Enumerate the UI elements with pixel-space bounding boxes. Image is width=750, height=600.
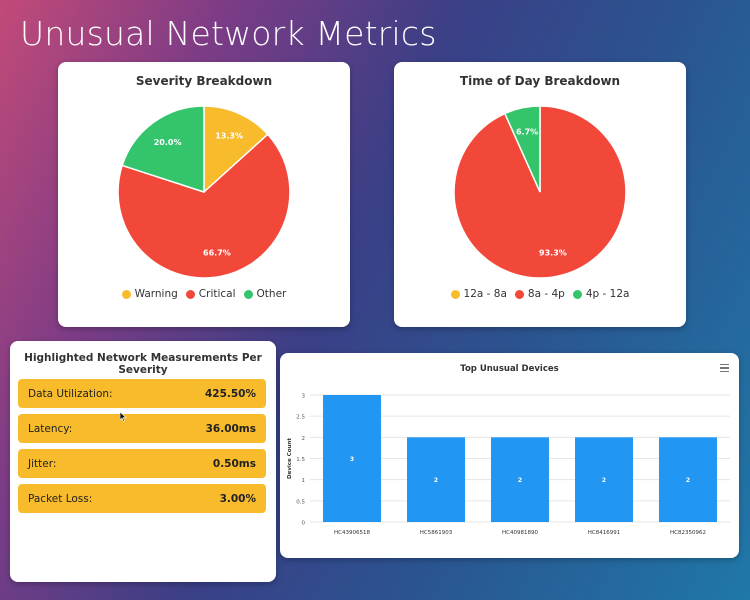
y-tick-label: 1 <box>302 478 306 484</box>
severity-slice-other[interactable] <box>121 105 205 194</box>
bar-data-label: 2 <box>518 477 522 484</box>
chart-menu-icon[interactable] <box>720 364 729 372</box>
legend-item[interactable]: 4p - 12a <box>572 288 630 300</box>
measurement-row-jitter: Jitter: 0.50ms <box>18 449 266 478</box>
legend-item[interactable]: 12a - 8a <box>450 288 507 300</box>
bar-hc43906518[interactable] <box>323 395 381 522</box>
measurement-value: 36.00ms <box>205 422 256 435</box>
severity-data-label: 20.0% <box>154 138 182 147</box>
bar-hc40981890[interactable] <box>491 437 549 522</box>
page-title: Unusual Network Metrics <box>20 14 437 53</box>
legend-marker <box>572 289 582 299</box>
top-devices-bar-chart: 0 0.5 1 1.5 2 2.5 3 Device Count 3 HC43906518 2 HC5… <box>287 394 730 536</box>
measurement-value: 3.00% <box>219 492 256 505</box>
severity-data-label: 13.3% <box>215 131 243 140</box>
legend-item[interactable]: Warning <box>121 288 178 300</box>
legend-label: 12a - 8a <box>463 288 507 300</box>
measurement-row-data-utilization: Data Utilization: 425.50% <box>18 379 266 408</box>
severity-pie-chart: 13.3% 66.7% 20.0% <box>117 105 291 279</box>
top-unusual-devices-card: Top Unusual Devices 0 0.5 1 1.5 2 2.5 3 Device … <box>280 353 739 558</box>
y-axis-label: Device Count <box>287 438 293 479</box>
y-tick-label: 1.5 <box>296 457 305 463</box>
legend-marker <box>121 289 131 299</box>
mouse-cursor-icon <box>120 412 127 422</box>
bar-hc82350962[interactable] <box>659 437 717 522</box>
y-tick-label: 2.5 <box>296 415 305 421</box>
bar-data-label: 3 <box>350 456 354 463</box>
x-tick-label: HC43906518 <box>334 530 370 536</box>
legend-label: Other <box>256 288 287 300</box>
y-tick-label: 3 <box>302 394 306 400</box>
bar-hc8416991[interactable] <box>575 437 633 522</box>
time-of-day-title: Time of Day Breakdown <box>459 74 621 88</box>
network-measurements-title: Highlighted Network Measurements Per Sev… <box>24 352 262 376</box>
measurement-label: Packet Loss: <box>28 492 93 505</box>
legend-marker <box>243 289 253 299</box>
y-tick-label: 0.5 <box>296 499 305 505</box>
measurement-label: Data Utilization: <box>28 387 113 400</box>
measurement-row-packet-loss: Packet Loss: 3.00% <box>18 484 266 513</box>
bar-data-label: 2 <box>686 477 690 484</box>
tod-data-label: 93.3% <box>539 249 567 258</box>
y-tick-label: 0 <box>302 521 306 527</box>
legend-label: Critical <box>198 288 236 300</box>
x-tick-label: HC40981890 <box>502 530 538 536</box>
top-unusual-devices-title: Top Unusual Devices <box>460 364 559 374</box>
measurement-value: 0.50ms <box>212 457 256 470</box>
legend-label: Warning <box>134 288 178 300</box>
legend-label: 8a - 4p <box>527 288 565 300</box>
measurement-value: 425.50% <box>204 387 256 400</box>
measurement-label: Jitter: <box>28 457 57 470</box>
severity-slice-warning[interactable] <box>203 105 269 194</box>
time-of-day-legend: 12a - 8a 8a - 4p 4p - 12a <box>394 288 686 300</box>
bar-data-label: 2 <box>602 477 606 484</box>
tod-slice-4p-12a[interactable] <box>503 105 541 193</box>
severity-slice-critical[interactable] <box>117 133 291 279</box>
severity-breakdown-title: Severity Breakdown <box>135 74 273 88</box>
legend-marker <box>450 289 460 299</box>
severity-breakdown-card: Severity Breakdown 13.3% 66.7% 20.0% Warni… <box>58 62 350 327</box>
time-of-day-pie-chart: 93.3% 6.7% <box>453 105 627 279</box>
legend-marker <box>514 289 524 299</box>
severity-legend: Warning Critical Other <box>58 288 350 300</box>
bar-data-label: 2 <box>434 477 438 484</box>
severity-data-label: 66.7% <box>203 249 231 258</box>
legend-item[interactable]: 8a - 4p <box>514 288 565 300</box>
tod-data-label: 6.7% <box>516 127 538 136</box>
x-tick-label: HC8416991 <box>588 530 620 536</box>
measurement-row-latency: Latency: 36.00ms <box>18 414 266 443</box>
measurement-label: Latency: <box>28 422 73 435</box>
time-of-day-card: Time of Day Breakdown 93.3% 6.7% 12a - 8a… <box>394 62 686 327</box>
legend-marker <box>185 289 195 299</box>
network-measurements-card: Highlighted Network Measurements Per Sev… <box>10 341 276 582</box>
y-tick-label: 2 <box>302 436 306 442</box>
x-tick-label: HC82350962 <box>670 530 706 536</box>
legend-label: 4p - 12a <box>585 288 630 300</box>
legend-item[interactable]: Other <box>243 288 287 300</box>
x-tick-label: HC5861903 <box>420 530 453 536</box>
bar-hc5861903[interactable] <box>407 437 465 522</box>
legend-item[interactable]: Critical <box>185 288 236 300</box>
